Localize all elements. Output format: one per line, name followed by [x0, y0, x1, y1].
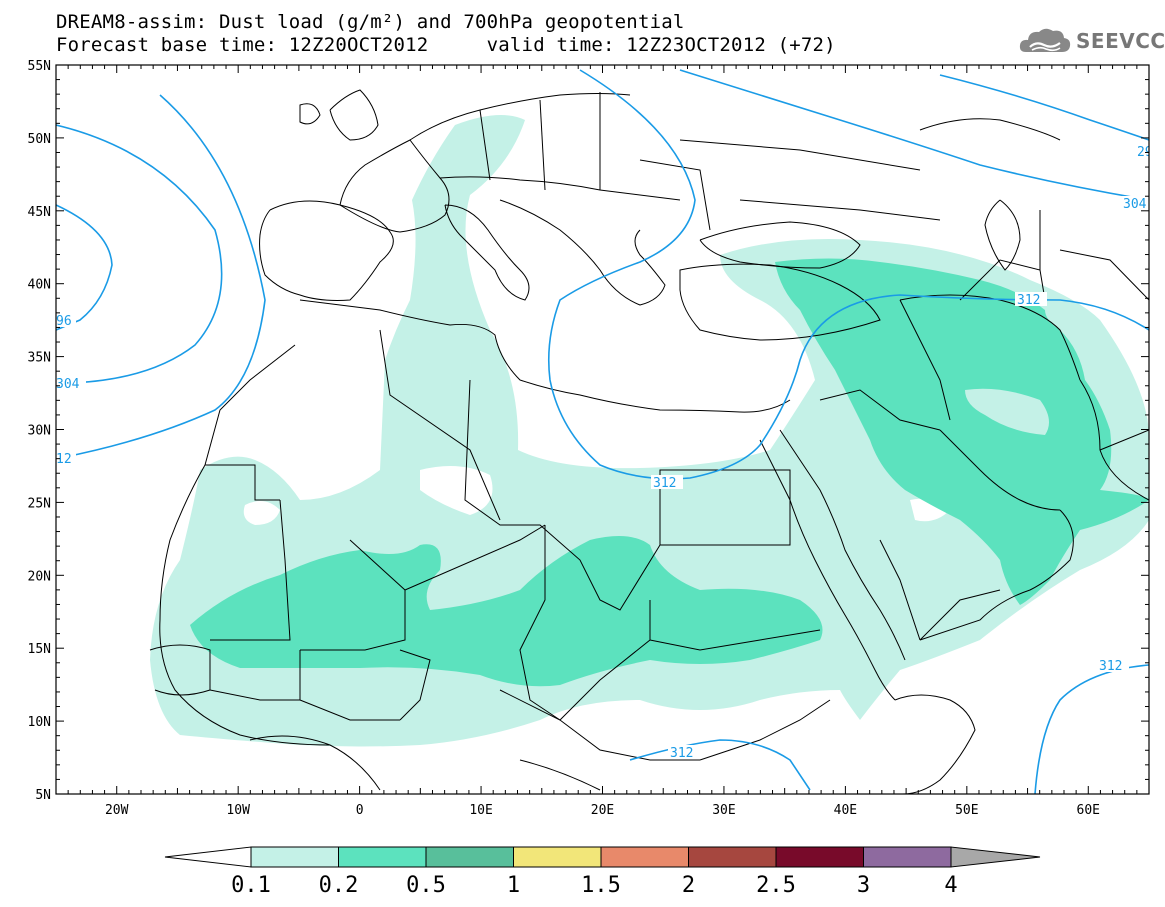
colorbar-label: 0.5 [406, 873, 446, 898]
contour-label: 312 [653, 476, 676, 491]
lat-label: 25N [28, 496, 51, 511]
map-title: DREAM8-assim: Dust load (g/m²) and 700hP… [56, 11, 685, 33]
contour-label: 312 [1099, 659, 1122, 674]
colorbar-under-arrow [164, 846, 252, 868]
lat-label: 5N [35, 788, 51, 803]
axis-ticks [55, 64, 1150, 795]
contour-label: 96 [56, 314, 72, 329]
colorbar-swatch [250, 846, 339, 868]
colorbar-label: 1.5 [581, 873, 621, 898]
colorbar-swatch [775, 846, 864, 868]
colorbar-swatch [600, 846, 689, 868]
colorbar-swatch [513, 846, 602, 868]
lat-label: 45N [28, 205, 51, 220]
seevccc-logo: SEEVCCC [1018, 24, 1165, 58]
colorbar-swatch [338, 846, 427, 868]
contour-label: 304 [56, 377, 80, 392]
colorbar-swatch [688, 846, 777, 868]
lat-label: 50N [28, 132, 51, 147]
map-subtitle: Forecast base time: 12Z20OCT2012 valid t… [56, 34, 836, 56]
lat-label: 55N [28, 59, 51, 74]
lon-label: 40E [834, 803, 857, 818]
lat-label: 40N [28, 278, 51, 293]
lon-tick-labels: 20W 10W 0 10E 20E 30E 40E 50E 60E [105, 803, 1100, 818]
lat-label: 15N [28, 642, 51, 657]
colorbar-label: 2.5 [756, 873, 796, 898]
lon-label: 20E [591, 803, 614, 818]
lon-label: 10E [469, 803, 492, 818]
contour-labels: 96 304 12 312 312 312 312 304 29 [56, 144, 1153, 761]
colorbar-label: 3 [857, 873, 870, 898]
lat-label: 20N [28, 569, 51, 584]
contour-label: 12 [56, 452, 72, 467]
colorbar-swatch [863, 846, 952, 868]
lon-label: 30E [712, 803, 735, 818]
lon-label: 0 [356, 803, 364, 818]
lon-label: 20W [105, 803, 129, 818]
colorbar-over-arrow [950, 846, 1041, 868]
colorbar-label: 1 [507, 873, 520, 898]
lat-label: 10N [28, 715, 51, 730]
contour-label: 312 [670, 746, 693, 761]
cloud-icon [1019, 28, 1071, 52]
colorbar: 0.1 0.2 0.5 1 1.5 2 2.5 3 4 [164, 846, 1041, 898]
lat-tick-labels: 55N 50N 45N 40N 35N 30N 25N 20N 15N 10N 5N [28, 59, 51, 803]
lon-label: 60E [1077, 803, 1100, 818]
lat-label: 35N [28, 351, 51, 366]
colorbar-label: 0.1 [231, 873, 271, 898]
logo-text: SEEVCCC [1076, 29, 1165, 53]
contour-label: 312 [1017, 293, 1040, 308]
lon-label: 50E [955, 803, 978, 818]
lat-label: 30N [28, 424, 51, 439]
dust-medium-holes [965, 388, 1049, 435]
dust-shading-medium [190, 258, 1149, 687]
contour-label: 304 [1123, 197, 1147, 212]
country-borders [149, 89, 1149, 794]
colorbar-label: 4 [944, 873, 957, 898]
colorbar-label: 2 [682, 873, 695, 898]
colorbar-label: 0.2 [319, 873, 359, 898]
lon-label: 10W [226, 803, 250, 818]
contour-label: 29 [1137, 145, 1153, 160]
colorbar-swatch [425, 846, 514, 868]
